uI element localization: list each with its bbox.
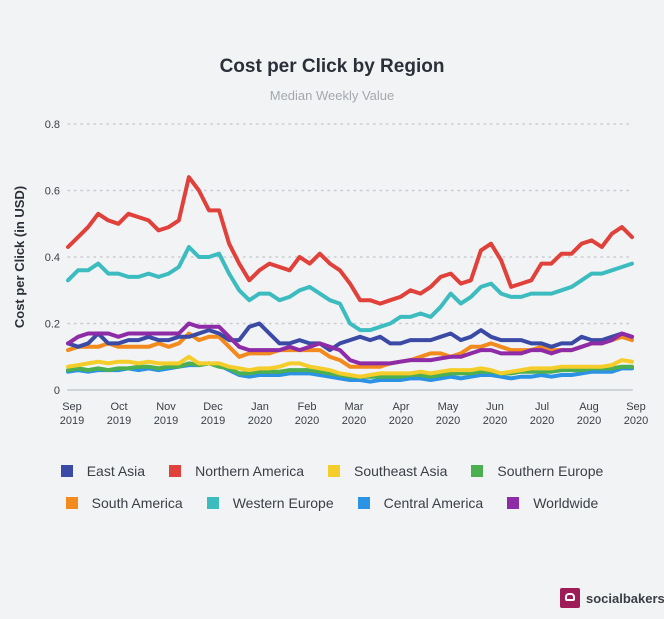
x-tick-label-month: Jun <box>486 401 504 413</box>
legend-swatch <box>507 497 520 509</box>
line-chart: 0 0.2 0.4 0.6 0.8 Sep 2019 Oct 2019 Nov 2019 Dec 20… <box>12 119 648 427</box>
series-lines <box>66 175 634 384</box>
series-line-worldwide <box>66 321 634 366</box>
x-tick-label-year: 2020 <box>248 415 272 427</box>
legend-item-western-europe: Western Europe <box>206 495 334 511</box>
chef-hat-speech-bubble-icon <box>560 588 580 608</box>
chart-title: Cost per Click by Region <box>219 56 445 77</box>
gridlines <box>67 123 633 391</box>
x-tick-label-year: 2020 <box>483 415 507 427</box>
x-tick-label-year: 2019 <box>201 415 225 427</box>
x-tick-label-month: Apr <box>392 401 409 413</box>
legend-item-south-america: South America <box>65 495 183 511</box>
legend-label: Southeast Asia <box>354 463 448 479</box>
x-tick-label-year: 2020 <box>295 415 319 427</box>
x-tick-label-month: May <box>438 401 459 413</box>
legend-label: East Asia <box>86 463 146 479</box>
legend-row-1: East Asia Northern America Southeast Asia S… <box>0 463 664 479</box>
x-tick-label-month: Sep <box>626 401 646 413</box>
series-line-south-america <box>66 331 634 369</box>
x-tick-label-month: Jan <box>251 401 269 413</box>
x-tick-label-month: Jul <box>535 401 549 413</box>
x-tick-label-year: 2020 <box>436 415 460 427</box>
series-line-east-asia <box>66 321 634 353</box>
legend-item-worldwide: Worldwide <box>507 495 598 511</box>
x-tick-label-month: Aug <box>579 401 599 413</box>
legend-label: South America <box>91 495 183 511</box>
legend-item-southeast-asia: Southeast Asia <box>328 463 447 479</box>
y-tick-label: 0.8 <box>45 119 60 131</box>
legend-item-southern-europe: Southern Europe <box>471 463 603 479</box>
x-tick-label-month: Nov <box>156 401 176 413</box>
x-tick-label-month: Sep <box>62 401 82 413</box>
legend-item-central-america: Central America <box>357 495 484 511</box>
x-tick-label-year: 2019 <box>60 415 84 427</box>
series-line-southeast-asia <box>66 354 634 379</box>
legend-row-2: South America Western Europe Central Ameri… <box>0 495 664 511</box>
brand-name: socialbakers <box>586 590 664 606</box>
series-line-western-europe <box>66 245 634 333</box>
x-tick-label-month: Dec <box>203 401 223 413</box>
legend-swatch <box>169 465 182 477</box>
x-tick-label-year: 2020 <box>624 415 648 427</box>
legend-swatch <box>357 497 370 509</box>
legend-swatch <box>206 497 219 509</box>
chart-subtitle: Median Weekly Value <box>269 88 395 103</box>
x-tick-label-year: 2020 <box>530 415 554 427</box>
legend-label: Northern America <box>195 463 305 479</box>
series-line-northern-america <box>66 175 634 306</box>
legend-swatch <box>60 465 73 477</box>
x-tick-label-year: 2020 <box>577 415 601 427</box>
legend-item-northern-america: Northern America <box>169 463 304 479</box>
legend-swatch <box>328 465 341 477</box>
legend-label: Western Europe <box>232 495 334 511</box>
y-tick-label: 0 <box>54 385 60 397</box>
x-tick-label-month: Oct <box>110 401 127 413</box>
y-axis-ticks: 0 0.2 0.4 0.6 0.8 <box>45 119 60 397</box>
legend-label: Worldwide <box>533 495 599 511</box>
legend-item-east-asia: East Asia <box>60 463 146 479</box>
legend-label: Central America <box>383 495 484 511</box>
legend-swatch <box>65 497 78 509</box>
x-tick-label-month: Feb <box>298 401 317 413</box>
x-tick-label-year: 2020 <box>342 415 366 427</box>
x-tick-label-month: Mar <box>345 401 364 413</box>
x-tick-label-year: 2020 <box>389 415 413 427</box>
y-tick-label: 0.2 <box>45 319 60 331</box>
x-axis-ticks: Sep 2019 Oct 2019 Nov 2019 Dec 2019 Jan 2020 Feb 20… <box>60 401 648 427</box>
brand-logo: socialbakers <box>560 588 664 608</box>
y-axis-label: Cost per Click (in USD) <box>12 186 27 328</box>
legend-label: Southern Europe <box>497 463 604 479</box>
y-tick-label: 0.6 <box>45 186 60 198</box>
x-tick-label-year: 2019 <box>154 415 178 427</box>
y-tick-label: 0.4 <box>45 252 60 264</box>
legend-swatch <box>471 465 484 477</box>
x-tick-label-year: 2019 <box>107 415 131 427</box>
